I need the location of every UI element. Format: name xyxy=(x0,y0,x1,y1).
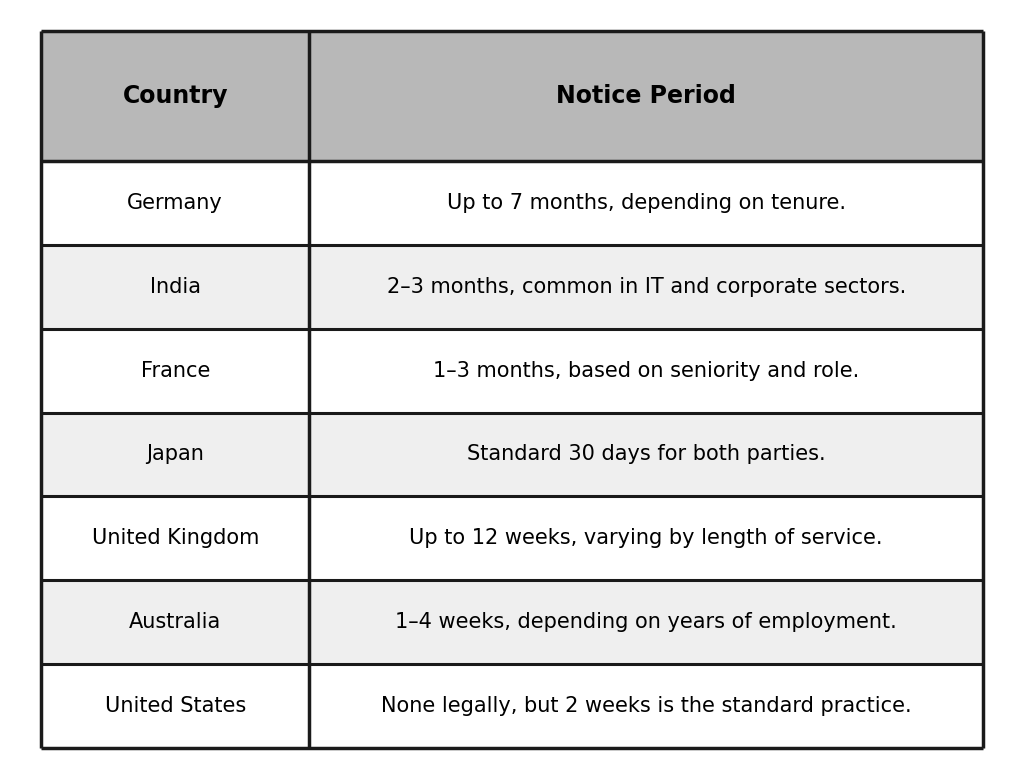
Bar xyxy=(41,413,309,496)
Text: Standard 30 days for both parties.: Standard 30 days for both parties. xyxy=(467,445,825,464)
Bar xyxy=(309,580,983,664)
Bar xyxy=(309,664,983,748)
Bar xyxy=(41,245,309,329)
Bar xyxy=(41,31,983,161)
Text: 2–3 months, common in IT and corporate sectors.: 2–3 months, common in IT and corporate s… xyxy=(387,277,906,297)
Text: 1–3 months, based on seniority and role.: 1–3 months, based on seniority and role. xyxy=(433,361,859,381)
Text: France: France xyxy=(140,361,210,381)
Bar xyxy=(41,161,309,245)
Bar xyxy=(309,496,983,580)
Text: United States: United States xyxy=(104,696,246,716)
Bar xyxy=(309,329,983,413)
Bar xyxy=(41,496,309,580)
Bar xyxy=(41,664,309,748)
Text: Up to 12 weeks, varying by length of service.: Up to 12 weeks, varying by length of ser… xyxy=(410,528,883,548)
Bar xyxy=(41,580,309,664)
Text: Japan: Japan xyxy=(146,445,204,464)
Text: United Kingdom: United Kingdom xyxy=(91,528,259,548)
Text: Country: Country xyxy=(123,84,228,108)
Text: Germany: Germany xyxy=(127,193,223,213)
Text: None legally, but 2 weeks is the standard practice.: None legally, but 2 weeks is the standar… xyxy=(381,696,911,716)
Bar xyxy=(309,413,983,496)
Bar xyxy=(309,161,983,245)
Text: 1–4 weeks, depending on years of employment.: 1–4 weeks, depending on years of employm… xyxy=(395,612,897,632)
Bar xyxy=(41,329,309,413)
Text: Up to 7 months, depending on tenure.: Up to 7 months, depending on tenure. xyxy=(446,193,846,213)
Text: Notice Period: Notice Period xyxy=(556,84,736,108)
Text: Australia: Australia xyxy=(129,612,221,632)
Text: India: India xyxy=(150,277,201,297)
Bar xyxy=(309,245,983,329)
